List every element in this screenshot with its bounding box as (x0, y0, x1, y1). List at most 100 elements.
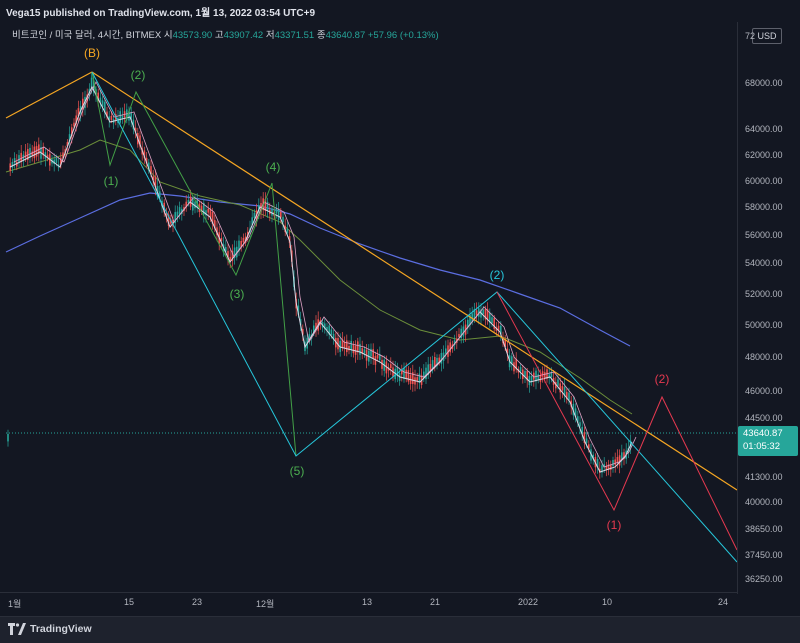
candle-body (416, 377, 418, 382)
candle-body (491, 317, 493, 324)
candle-body (555, 382, 557, 389)
x-tick: 10 (602, 597, 613, 607)
candle-body (607, 464, 610, 470)
y-tick: 40000.00 (745, 497, 783, 507)
candle-body (277, 208, 280, 220)
candle-body (539, 375, 542, 382)
candle-body (99, 97, 102, 103)
candle-body (550, 371, 553, 378)
candle-body (486, 309, 489, 321)
candle-body (121, 115, 124, 120)
currency-button[interactable]: USD (752, 28, 782, 44)
time-axis[interactable] (0, 592, 737, 615)
candle-body (429, 363, 432, 372)
high-label: 고 (214, 30, 224, 41)
candle-body (185, 201, 187, 208)
candle-body (572, 403, 575, 416)
candle-body (238, 240, 240, 251)
y-tick: 38650.00 (745, 524, 783, 534)
candle-body (438, 357, 440, 362)
candle-body (581, 426, 583, 434)
candle-body (396, 366, 399, 377)
wave-label: (1) (606, 518, 622, 532)
candle-body (106, 111, 108, 117)
candle-body (145, 157, 148, 164)
candle-body (434, 357, 436, 368)
candle-body (412, 372, 414, 384)
price-axis[interactable] (737, 22, 800, 594)
candle-body (482, 309, 484, 315)
candle-body (372, 349, 374, 359)
candle-body (271, 208, 273, 216)
candle-body (577, 416, 579, 423)
candle-body (324, 323, 326, 330)
candle-body (475, 310, 478, 316)
candle-body (330, 329, 333, 335)
change-value: +57.96 (+0.13%) (367, 30, 439, 41)
wave-green (91, 71, 297, 457)
candle-body (332, 333, 335, 340)
candle-body (280, 211, 282, 218)
candle-body (401, 370, 403, 375)
wave-label: (2) (654, 372, 670, 386)
candle-body (104, 101, 106, 113)
candle-body (326, 327, 328, 331)
candle-body (154, 176, 157, 188)
y-tick: 46000.00 (745, 386, 783, 396)
candle-body (68, 134, 71, 142)
candle-body (610, 464, 612, 470)
candle-body (73, 122, 75, 127)
x-tick: 1월 (8, 599, 22, 609)
candle-body (82, 98, 84, 110)
candle-body (376, 354, 379, 359)
candle-body (200, 205, 203, 212)
candle-body (110, 116, 113, 120)
y-tick: 41300.00 (745, 472, 783, 482)
candle-body (588, 444, 590, 449)
candle-body (458, 334, 460, 337)
candle-body (530, 376, 533, 383)
candle-body (101, 100, 104, 107)
candle-body (286, 228, 289, 234)
publisher-text: Vega15 published on TradingView.com, 1월 … (6, 8, 316, 19)
candle-body (31, 151, 33, 156)
wave-cyan (91, 71, 738, 563)
candle-body (390, 364, 392, 369)
candle-body (425, 367, 427, 380)
tradingview-logo-icon[interactable] (8, 623, 26, 635)
candle-body (469, 315, 471, 325)
y-tick: 56000.00 (745, 230, 783, 240)
candle-body (150, 166, 152, 174)
candle-body (601, 465, 603, 473)
candle-body (354, 345, 357, 355)
tradingview-brand[interactable]: TradingView (30, 623, 92, 635)
chart-plot-area[interactable] (6, 24, 737, 592)
candle-body (275, 208, 278, 214)
candle-body (343, 342, 346, 349)
candle-body (253, 212, 256, 218)
candle-body (339, 340, 341, 352)
candle-body (583, 432, 586, 443)
wave-label: (1) (103, 174, 119, 188)
x-tick: 23 (192, 597, 203, 607)
candle-body (533, 372, 535, 380)
candle-body (167, 214, 170, 226)
open-value: 43573.90 (172, 30, 213, 41)
candle-body (233, 247, 236, 258)
candle-body (33, 146, 36, 159)
x-tick: 13 (362, 597, 373, 607)
y-tick: 72 (745, 31, 756, 41)
candle-body (266, 201, 269, 211)
candle-body (282, 216, 284, 223)
candle-body (361, 348, 363, 354)
candle-body (75, 115, 77, 124)
ma-slow-line (5, 192, 631, 347)
candle-body (35, 146, 38, 157)
candle-body (348, 346, 350, 351)
wave-label: (3) (229, 287, 245, 301)
candle-body (431, 360, 434, 370)
candle-body (328, 325, 330, 335)
candle-body (440, 353, 443, 364)
candle-body (108, 116, 110, 120)
candle-body (231, 251, 234, 261)
